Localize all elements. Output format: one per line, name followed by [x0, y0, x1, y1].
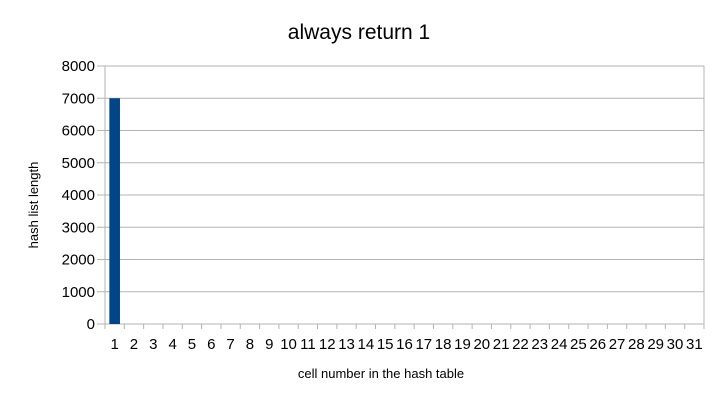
x-tick-label: 21 — [493, 336, 510, 353]
x-tick-label: 2 — [130, 336, 138, 353]
x-tick-label: 22 — [512, 336, 529, 353]
x-tick-label: 17 — [415, 336, 432, 353]
y-axis-label: hash list length — [26, 162, 41, 249]
x-axis-label: cell number in the hash table — [298, 366, 464, 381]
x-tick-label: 9 — [265, 336, 273, 353]
y-tick-label: 7000 — [62, 90, 95, 107]
x-tick-label: 29 — [647, 336, 664, 353]
x-tick-label: 24 — [551, 336, 568, 353]
x-tick-label: 23 — [531, 336, 548, 353]
x-tick-label: 6 — [207, 336, 215, 353]
x-tick-label: 8 — [246, 336, 254, 353]
x-tick-label: 16 — [396, 336, 413, 353]
x-axis-tick-labels: 1 2 3 4 5 6 7 8 9 10 11 12 13 14 15 16 17 18 19 20 21 22 23 24 2… — [110, 336, 702, 353]
y-tick-label: 5000 — [62, 155, 95, 172]
x-tick-label: 26 — [589, 336, 606, 353]
x-tick-label: 25 — [570, 336, 587, 353]
y-axis-tick-labels: 0 1000 2000 3000 4000 5000 6000 7000 8000 — [62, 58, 95, 333]
x-tick-label: 12 — [319, 336, 336, 353]
y-tick-label: 0 — [87, 316, 95, 333]
x-tick-label: 28 — [628, 336, 645, 353]
x-tick-label: 20 — [473, 336, 490, 353]
x-tick-label: 13 — [338, 336, 355, 353]
y-tick-label: 2000 — [62, 252, 95, 269]
y-tick-label: 3000 — [62, 219, 95, 236]
y-tick-label: 8000 — [62, 58, 95, 75]
x-tick-label: 10 — [280, 336, 297, 353]
y-tick-label: 1000 — [62, 284, 95, 301]
chart-title: always return 1 — [288, 21, 430, 44]
gridlines — [97, 65, 705, 329]
x-tick-label: 4 — [168, 336, 176, 353]
x-tick-label: 7 — [226, 336, 234, 353]
x-tick-label: 15 — [377, 336, 394, 353]
x-tick-label: 30 — [667, 336, 684, 353]
y-tick-label: 6000 — [62, 123, 95, 140]
x-tick-label: 3 — [149, 336, 157, 353]
x-tick-label: 19 — [454, 336, 471, 353]
x-tick-label: 14 — [358, 336, 375, 353]
bar-1 — [109, 98, 120, 324]
x-tick-label: 11 — [300, 336, 316, 353]
y-tick-label: 4000 — [62, 187, 95, 204]
x-tick-label: 27 — [609, 336, 626, 353]
x-tick-label: 5 — [188, 336, 196, 353]
x-tick-label: 1 — [110, 336, 118, 353]
x-tick-label: 18 — [435, 336, 452, 353]
bars — [109, 98, 120, 324]
x-tick-label: 31 — [686, 336, 703, 353]
